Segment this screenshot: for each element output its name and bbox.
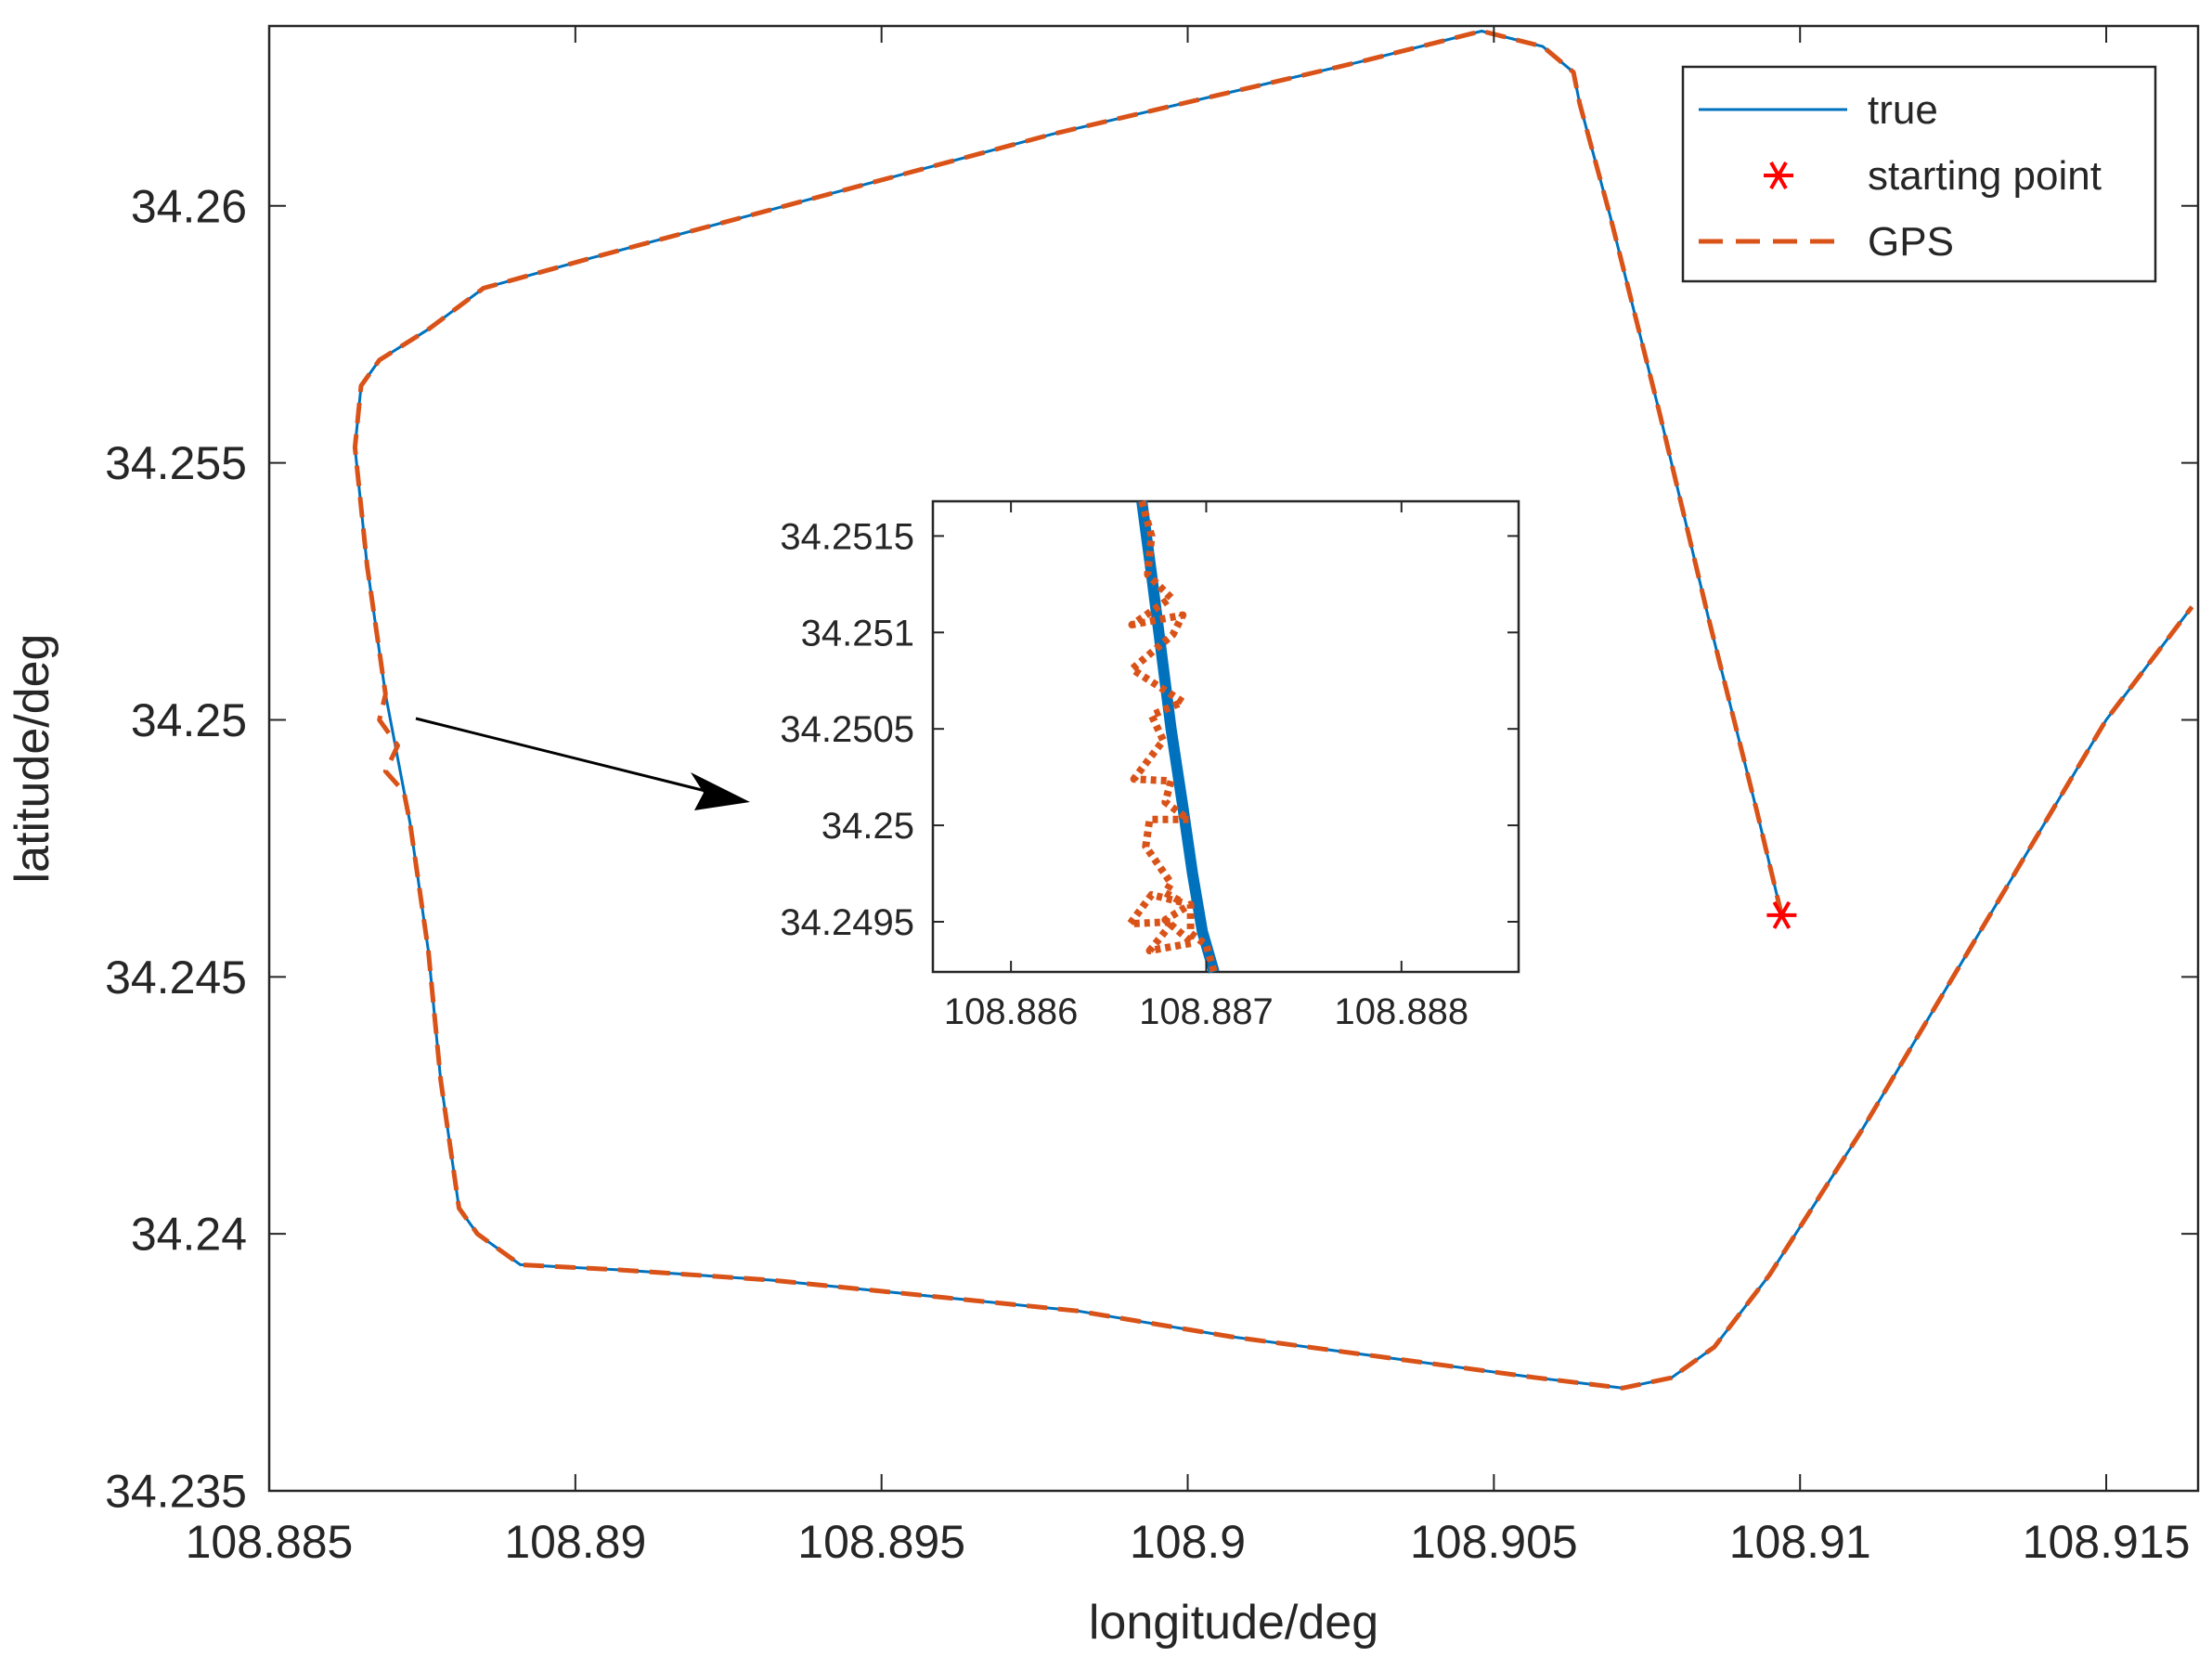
main-gps-series-line — [352, 29, 2194, 1391]
inset-x-ticks-group: 108.886 108.887 108.888 — [944, 501, 1468, 1032]
inset-true-series-group — [1136, 500, 1220, 974]
legend-box — [1681, 65, 2157, 283]
main-y-tick-label: 34.24 — [131, 1209, 247, 1261]
inset-x-tick-label: 108.886 — [944, 991, 1079, 1032]
main-gps-series-group — [352, 29, 2194, 1391]
main-y-axis-label: latitude/deg — [6, 634, 59, 884]
main-x-ticks-group: 108.885 108.89 108.895 108.9 108.905 108.91 10… — [186, 26, 2191, 1568]
legend-gps-label: GPS — [1868, 219, 1954, 265]
legend-starting-point-label: starting point — [1868, 153, 2102, 199]
inset-gps-series-line — [1126, 499, 1218, 974]
inset-x-tick-label: 108.887 — [1139, 991, 1274, 1032]
inset-true-series-line — [1136, 500, 1220, 974]
main-y-tick-label: 34.235 — [105, 1466, 247, 1518]
main-x-tick-label: 108.895 — [797, 1516, 965, 1568]
starting-point-marker — [1766, 900, 1797, 929]
inset-y-ticks-group: 34.2495 34.25 34.2505 34.251 34.2515 — [780, 516, 1519, 943]
legend-asterisk-icon — [1764, 162, 1793, 189]
legend-true-label: true — [1868, 87, 1938, 133]
main-x-tick-label: 108.915 — [2023, 1516, 2191, 1568]
main-plot-box — [267, 24, 2200, 1493]
inset-y-tick-label: 34.2515 — [780, 516, 914, 557]
main-x-axis-label: longitude/deg — [1089, 1596, 1378, 1650]
main-y-ticks-group: 34.235 34.24 34.245 34.25 34.255 34.26 — [105, 180, 2198, 1518]
main-y-tick-label: 34.245 — [105, 951, 247, 1003]
main-y-tick-label: 34.255 — [105, 437, 247, 489]
main-y-tick-label: 34.25 — [131, 694, 247, 746]
main-y-tick-label: 34.26 — [131, 180, 247, 232]
inset-axes: 108.886 108.887 108.888 34.2495 34.25 34.250… — [780, 499, 1520, 1032]
inset-x-tick-label: 108.888 — [1335, 991, 1469, 1032]
inset-y-tick-label: 34.2495 — [780, 902, 914, 943]
inset-y-tick-label: 34.25 — [821, 806, 914, 847]
inset-y-tick-label: 34.2505 — [780, 709, 914, 750]
legend: true starting point GPS — [1681, 65, 2157, 283]
zoom-arrow — [415, 717, 750, 810]
main-x-tick-label: 108.885 — [186, 1516, 354, 1568]
main-x-tick-label: 108.89 — [504, 1516, 646, 1568]
main-x-tick-label: 108.905 — [1410, 1516, 1578, 1568]
inset-plot-background — [931, 499, 1520, 974]
inset-gps-series-group — [1126, 499, 1218, 974]
main-marker-group — [1766, 900, 1797, 929]
main-x-tick-label: 108.91 — [1729, 1516, 1871, 1568]
main-x-tick-label: 108.9 — [1130, 1516, 1246, 1568]
inset-y-tick-label: 34.251 — [801, 613, 914, 654]
